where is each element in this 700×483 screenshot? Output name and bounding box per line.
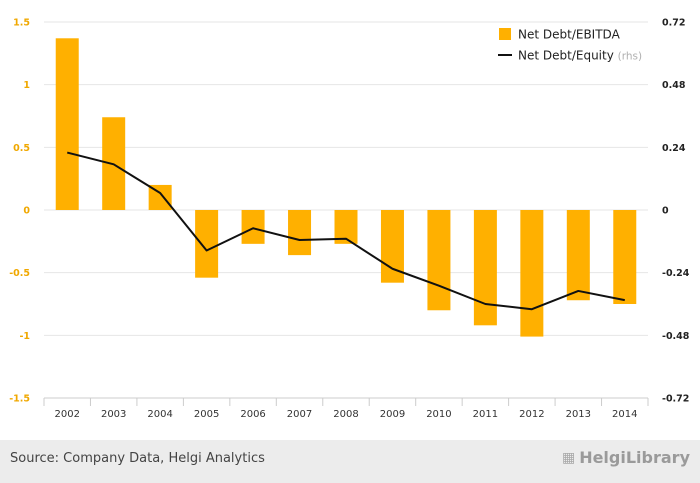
right-tick-label: 0	[662, 206, 669, 217]
bar	[195, 210, 219, 278]
line-series	[66, 151, 625, 311]
legend-swatch-bar	[499, 28, 511, 40]
x-tick-label: 2014	[612, 409, 637, 420]
bar	[427, 210, 451, 311]
left-tick-label: 0.5	[13, 143, 30, 154]
axes: 1.5 1 0.5 0 -0.5 -1 -1.5 0.72 0.48 0.24 0 -0.24 -0.4…	[9, 18, 690, 421]
x-tick-label: 2013	[566, 409, 591, 420]
helgi-library-logo: ▦ HelgiLibrary	[562, 448, 690, 467]
right-tick-label: 0.24	[662, 143, 686, 154]
left-tick-label: -1.5	[9, 394, 30, 405]
bar	[473, 210, 497, 326]
right-tick-label: 0.72	[662, 18, 685, 29]
bar-series	[55, 38, 637, 337]
x-tick-label: 2003	[101, 409, 126, 420]
bar	[148, 184, 172, 210]
chart: 1.5 1 0.5 0 -0.5 -1 -1.5 0.72 0.48 0.24 0 -0.24 -0.4…	[9, 18, 690, 421]
bar	[288, 210, 312, 256]
x-tick-label: 2012	[519, 409, 544, 420]
logo-text: HelgiLibrary	[579, 448, 690, 467]
x-tick-label: 2011	[473, 409, 498, 420]
left-tick-label: -0.5	[9, 268, 30, 279]
left-tick-label: -1	[19, 331, 30, 342]
right-tick-label: -0.48	[662, 331, 690, 342]
x-tick-label: 2005	[194, 409, 219, 420]
bar	[520, 210, 544, 337]
x-tick-label: 2009	[380, 409, 405, 420]
legend: Net Debt/EBITDA Net Debt/Equity (rhs)	[498, 28, 642, 63]
x-tick-label: 2010	[426, 409, 451, 420]
source-text: Source: Company Data, Helgi Analytics	[10, 451, 265, 466]
bar	[55, 38, 79, 210]
bar	[334, 210, 358, 244]
legend-label-line: Net Debt/Equity (rhs)	[518, 49, 642, 63]
library-icon: ▦	[561, 449, 576, 466]
left-tick-label: 1.5	[13, 18, 30, 29]
right-tick-label: -0.24	[662, 268, 690, 279]
bar	[613, 210, 637, 304]
left-tick-label: 1	[23, 80, 30, 91]
x-tick-label: 2002	[55, 409, 80, 420]
right-tick-label: 0.48	[662, 80, 686, 91]
bar	[566, 210, 590, 301]
left-tick-label: 0	[23, 206, 30, 217]
bar	[241, 210, 265, 244]
x-tick-label: 2004	[147, 409, 172, 420]
x-tick-label: 2008	[333, 409, 358, 420]
x-tick-label: 2006	[240, 409, 265, 420]
legend-label-bar: Net Debt/EBITDA	[518, 28, 621, 42]
x-tick-label: 2007	[287, 409, 312, 420]
right-tick-label: -0.72	[662, 394, 689, 405]
legend-rhs-note: (rhs)	[618, 51, 642, 63]
series-line	[66, 151, 625, 311]
footer: Source: Company Data, Helgi Analytics ▦ …	[0, 440, 700, 483]
